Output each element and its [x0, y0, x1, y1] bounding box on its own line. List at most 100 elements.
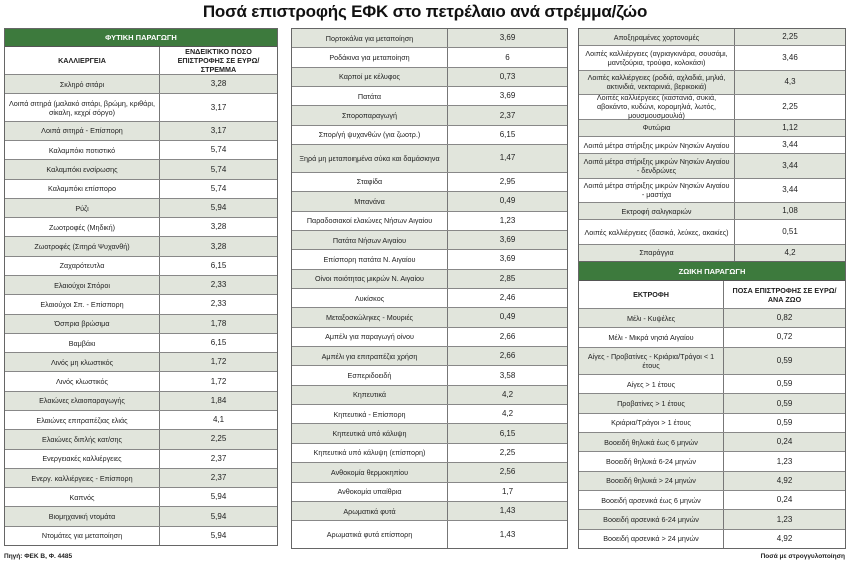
- row-value: 1,47: [499, 153, 516, 163]
- row-value: 4,2: [501, 409, 514, 419]
- row-value: 5,74: [210, 183, 227, 193]
- row-label: Βοοειδή θηλυκά έως 6 μηνών: [579, 433, 724, 452]
- row-label: Ελαιώνες επιτραπέζιας ελιάς: [5, 411, 160, 430]
- row-label: Βοοειδή αρσενικά 6-24 μηνών: [579, 510, 724, 529]
- row-value: 0,24: [776, 437, 793, 447]
- row-value: 4,92: [776, 533, 793, 543]
- row-value: 1,43: [499, 506, 516, 516]
- table-row: Εσπεριδοειδή 3,58: [292, 366, 567, 386]
- table-row: Ανθοκομία υπαίθρια 1,7: [292, 482, 567, 502]
- row-label: Σκληρό σιτάρι: [5, 75, 160, 94]
- section-header-plant: ΦΥΤΙΚΗ ΠΑΡΑΓΩΓΗ: [5, 29, 277, 47]
- table-row: Αποξηραμένες χορτονομές 2,25: [579, 29, 845, 47]
- row-label: Αμπέλι για επιτραπέζια χρήση: [292, 347, 448, 366]
- table-row: Σπορ/γή ψυχανθών (για ζωοτρ.) 6,15: [292, 125, 567, 146]
- table-row: Ρύζι 5,94: [5, 198, 277, 219]
- row-value: 2,25: [782, 32, 798, 42]
- table-row: Πατάτα 3,69: [292, 87, 567, 107]
- row-label: Αρωματικά φυτά: [292, 501, 448, 521]
- row-value: 2,25: [210, 434, 227, 444]
- table-row: Καπνός 5,94: [5, 488, 277, 508]
- row-value: 2,66: [499, 331, 516, 341]
- row-value: 5,94: [210, 492, 227, 502]
- table-row: Οίνοι ποιότητας μικρών Ν. Αιγαίου 2,85: [292, 269, 567, 289]
- table-row: Μπανάνα 0,49: [292, 192, 567, 212]
- table-row: Πορτοκάλια για μεταποίηση 3,69: [292, 29, 567, 49]
- table-row: Ελαιώνες ελαιοπαραγωγής 1,84: [5, 391, 277, 412]
- table-row: Ελαιούχοι Σπόροι 2,33: [5, 276, 277, 296]
- row-label: Μπανάνα: [292, 192, 448, 211]
- row-label: Λοιπές καλλιέργειες (δασικά, λεύκες, ακα…: [579, 220, 735, 244]
- table-row: Βοοειδή θηλυκά 6-24 μηνών 1,23: [579, 452, 845, 472]
- table-row: Λοιπές καλλιέργειες (καστανιά, συκιά, αβ…: [579, 94, 845, 120]
- table-row: Βοοειδή αρσενικά έως 6 μηνών 0,24: [579, 491, 845, 511]
- table-row: Σπαράγγια 4,2: [579, 244, 845, 262]
- row-label: Οίνοι ποιότητας μικρών Ν. Αιγαίου: [292, 269, 448, 288]
- row-value: 0,59: [776, 355, 793, 365]
- row-label: Βοοειδή αρσενικά > 24 μηνών: [579, 529, 724, 548]
- plant-table-middle: Πορτοκάλια για μεταποίηση 3,69 Ροδάκινα γι…: [291, 28, 568, 549]
- table-row: Κριάρια/Τράγοι > 1 έτους 0,59: [579, 413, 845, 434]
- row-label: Ξηρά μη μεταποιημένα σύκα και δαμάσκηνα: [292, 145, 448, 172]
- rounding-note: Ποσά με στρογγυλοποίηση: [760, 553, 845, 560]
- row-label: Καπνός: [5, 488, 160, 507]
- row-value: 6: [505, 52, 510, 62]
- table-row: Ροδάκινα για μεταποίηση 6: [292, 48, 567, 68]
- row-value: 0,49: [499, 312, 516, 322]
- column-header-amount: ΕΝΔΕΙΚΤΙΚΟ ΠΟΣΟ ΕΠΙΣΤΡΟΦΗΣ ΣΕ ΕΥΡΩ/ΣΤΡΕΜ…: [177, 47, 260, 74]
- table-row: Μέλι - Κυψέλες 0,82: [579, 309, 845, 329]
- table-row: Προβατίνες > 1 έτους 0,59: [579, 394, 845, 414]
- row-value: 2,25: [499, 447, 516, 457]
- table-row: Μέλι - Μικρά νησιά Αιγαίου 0,72: [579, 328, 845, 348]
- table-row: Λοιπές καλλιέργειες (αγριαγκινάρα, σουσά…: [579, 46, 845, 71]
- section-header-animal: ΖΩΙΚΗ ΠΑΡΑΓΩΓΗ: [579, 262, 845, 281]
- row-label: Σπορ/γή ψυχανθών (για ζωοτρ.): [292, 125, 448, 145]
- table-row: Σκληρό σιτάρι 3,28: [5, 75, 277, 95]
- table-row: Αίγες > 1 έτους 0,59: [579, 375, 845, 395]
- row-value: 2,85: [499, 273, 516, 283]
- row-label: Βιομηχανική ντομάτα: [5, 507, 160, 526]
- row-label: Ζωοτροφές (Σιτηρά Ψυχανθή): [5, 237, 160, 256]
- row-value: 1,43: [499, 529, 516, 539]
- row-label: Ζωοτροφές (Μηδική): [5, 218, 160, 237]
- row-label: Ελαιώνες ελαιοπαραγωγής: [5, 391, 160, 411]
- table-row: Παραδοσιακοί ελαιώνες Νήσων Αιγαίου 1,23: [292, 211, 567, 231]
- row-value: 0,72: [776, 332, 793, 342]
- row-label: Παραδοσιακοί ελαιώνες Νήσων Αιγαίου: [292, 211, 448, 230]
- row-value: 1,23: [499, 215, 516, 225]
- row-value: 2,95: [499, 176, 516, 186]
- row-value: 6,15: [499, 129, 516, 139]
- row-label: Αίγες - Προβατίνες - Κριάρια/Τράγοι < 1 …: [579, 347, 724, 375]
- row-label: Κηπευτικά υπό κάλυψη (επίσπορη): [292, 443, 448, 463]
- row-value: 6,15: [210, 260, 227, 270]
- table-row: Καλαμπόκι επίσπορο 5,74: [5, 179, 277, 199]
- row-label: Ζαχαρότευτλα: [5, 256, 160, 276]
- row-label: Κηπευτικά: [292, 385, 448, 405]
- row-value: 4,3: [784, 77, 796, 87]
- table-row: Ελαιώνες επιτραπέζιας ελιάς 4,1: [5, 411, 277, 431]
- row-label: Λυκίσκος: [292, 288, 448, 308]
- row-value: 0,51: [782, 227, 798, 237]
- row-value: 5,74: [210, 145, 227, 155]
- row-value: 0,59: [776, 379, 793, 389]
- row-label: Λοιπά μέτρα στήριξης μικρών Νησιών Αιγαί…: [579, 154, 735, 178]
- table-row: Αμπέλι για επιτραπέζια χρήση 2,66: [292, 347, 567, 367]
- row-label: Μέλι - Κυψέλες: [579, 309, 724, 328]
- row-label: Λοιπά μέτρα στήριξης μικρών Νησιών Αιγαί…: [579, 178, 735, 203]
- row-value: 3,46: [782, 52, 798, 62]
- row-label: Ρύζι: [5, 198, 160, 218]
- row-label: Ενεργειακές καλλιέργειες: [5, 449, 160, 468]
- table-row: Ζωοτροφές (Σιτηρά Ψυχανθή) 3,28: [5, 237, 277, 257]
- table-row: Λοιπά μέτρα στήριξης μικρών Νησιών Αιγαί…: [579, 136, 845, 155]
- row-value: 3,17: [210, 102, 227, 112]
- row-label: Ελαιώνες διπλής κατ/σης: [5, 430, 160, 449]
- row-value: 2,46: [499, 293, 516, 303]
- row-value: 2,33: [210, 299, 227, 309]
- table-row: Λινός μη κλωστικός 1,72: [5, 353, 277, 373]
- row-value: 3,28: [210, 222, 227, 232]
- table-row: Βοοειδή αρσενικά > 24 μηνών 4,92: [579, 529, 845, 548]
- table-row: Βιομηχανική ντομάτα 5,94: [5, 507, 277, 527]
- row-value: 3,69: [499, 254, 516, 264]
- table-row: Βοοειδή θηλυκά έως 6 μηνών 0,24: [579, 433, 845, 453]
- column-header-row: ΕΚΤΡΟΦΗ ΠΟΣΑ ΕΠΙΣΤΡΟΦΗΣ ΣΕ ΕΥΡΩ/ΑΝΑ ΖΩΟ: [579, 281, 845, 309]
